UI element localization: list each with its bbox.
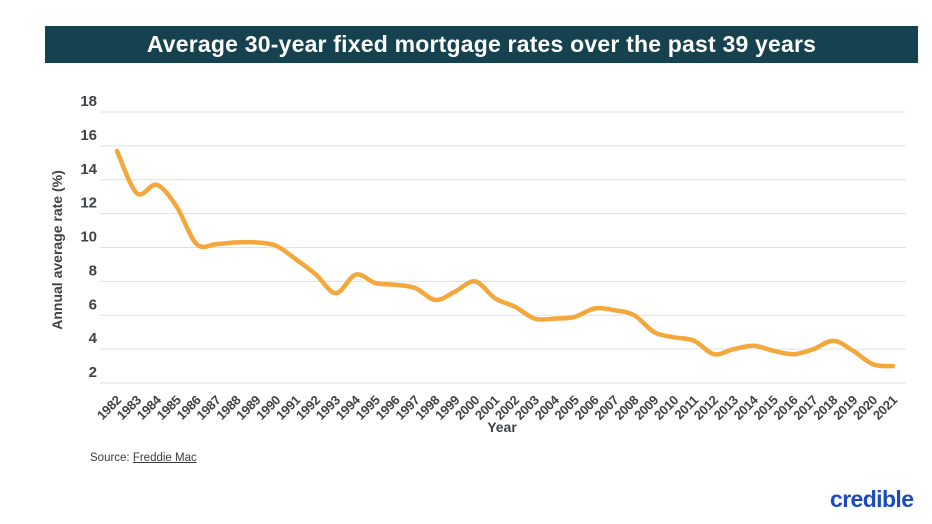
credible-logo: credible [830,486,914,512]
source-prefix: Source: [90,452,133,464]
y-tick-label: 16 [80,127,97,144]
x-tick-label: 2021 [870,392,900,422]
y-tick-label: 18 [80,93,97,110]
y-tick-label: 6 [89,296,97,313]
y-axis-tick-labels: 2 4 6 8 10 12 14 16 18 [80,93,97,381]
source-link[interactable]: Freddie Mac [132,452,197,464]
y-tick-label: 12 [80,195,97,212]
y-tick-label: 10 [80,229,97,246]
chart-title: Average 30-year fixed mortgage rates ove… [146,31,817,57]
x-axis-title: Year [487,419,517,435]
rate-series-line [114,148,896,369]
chart-title-bar: Average 30-year fixed mortgage rates ove… [45,26,918,63]
gridlines [100,111,906,384]
y-tick-label: 4 [89,330,98,347]
y-tick-label: 2 [89,364,97,381]
source-attribution: Source: Freddie Mac [90,452,197,464]
y-tick-label: 14 [80,161,97,178]
y-tick-label: 8 [89,262,97,279]
y-axis-title: Annual average rate (%) [49,170,65,330]
